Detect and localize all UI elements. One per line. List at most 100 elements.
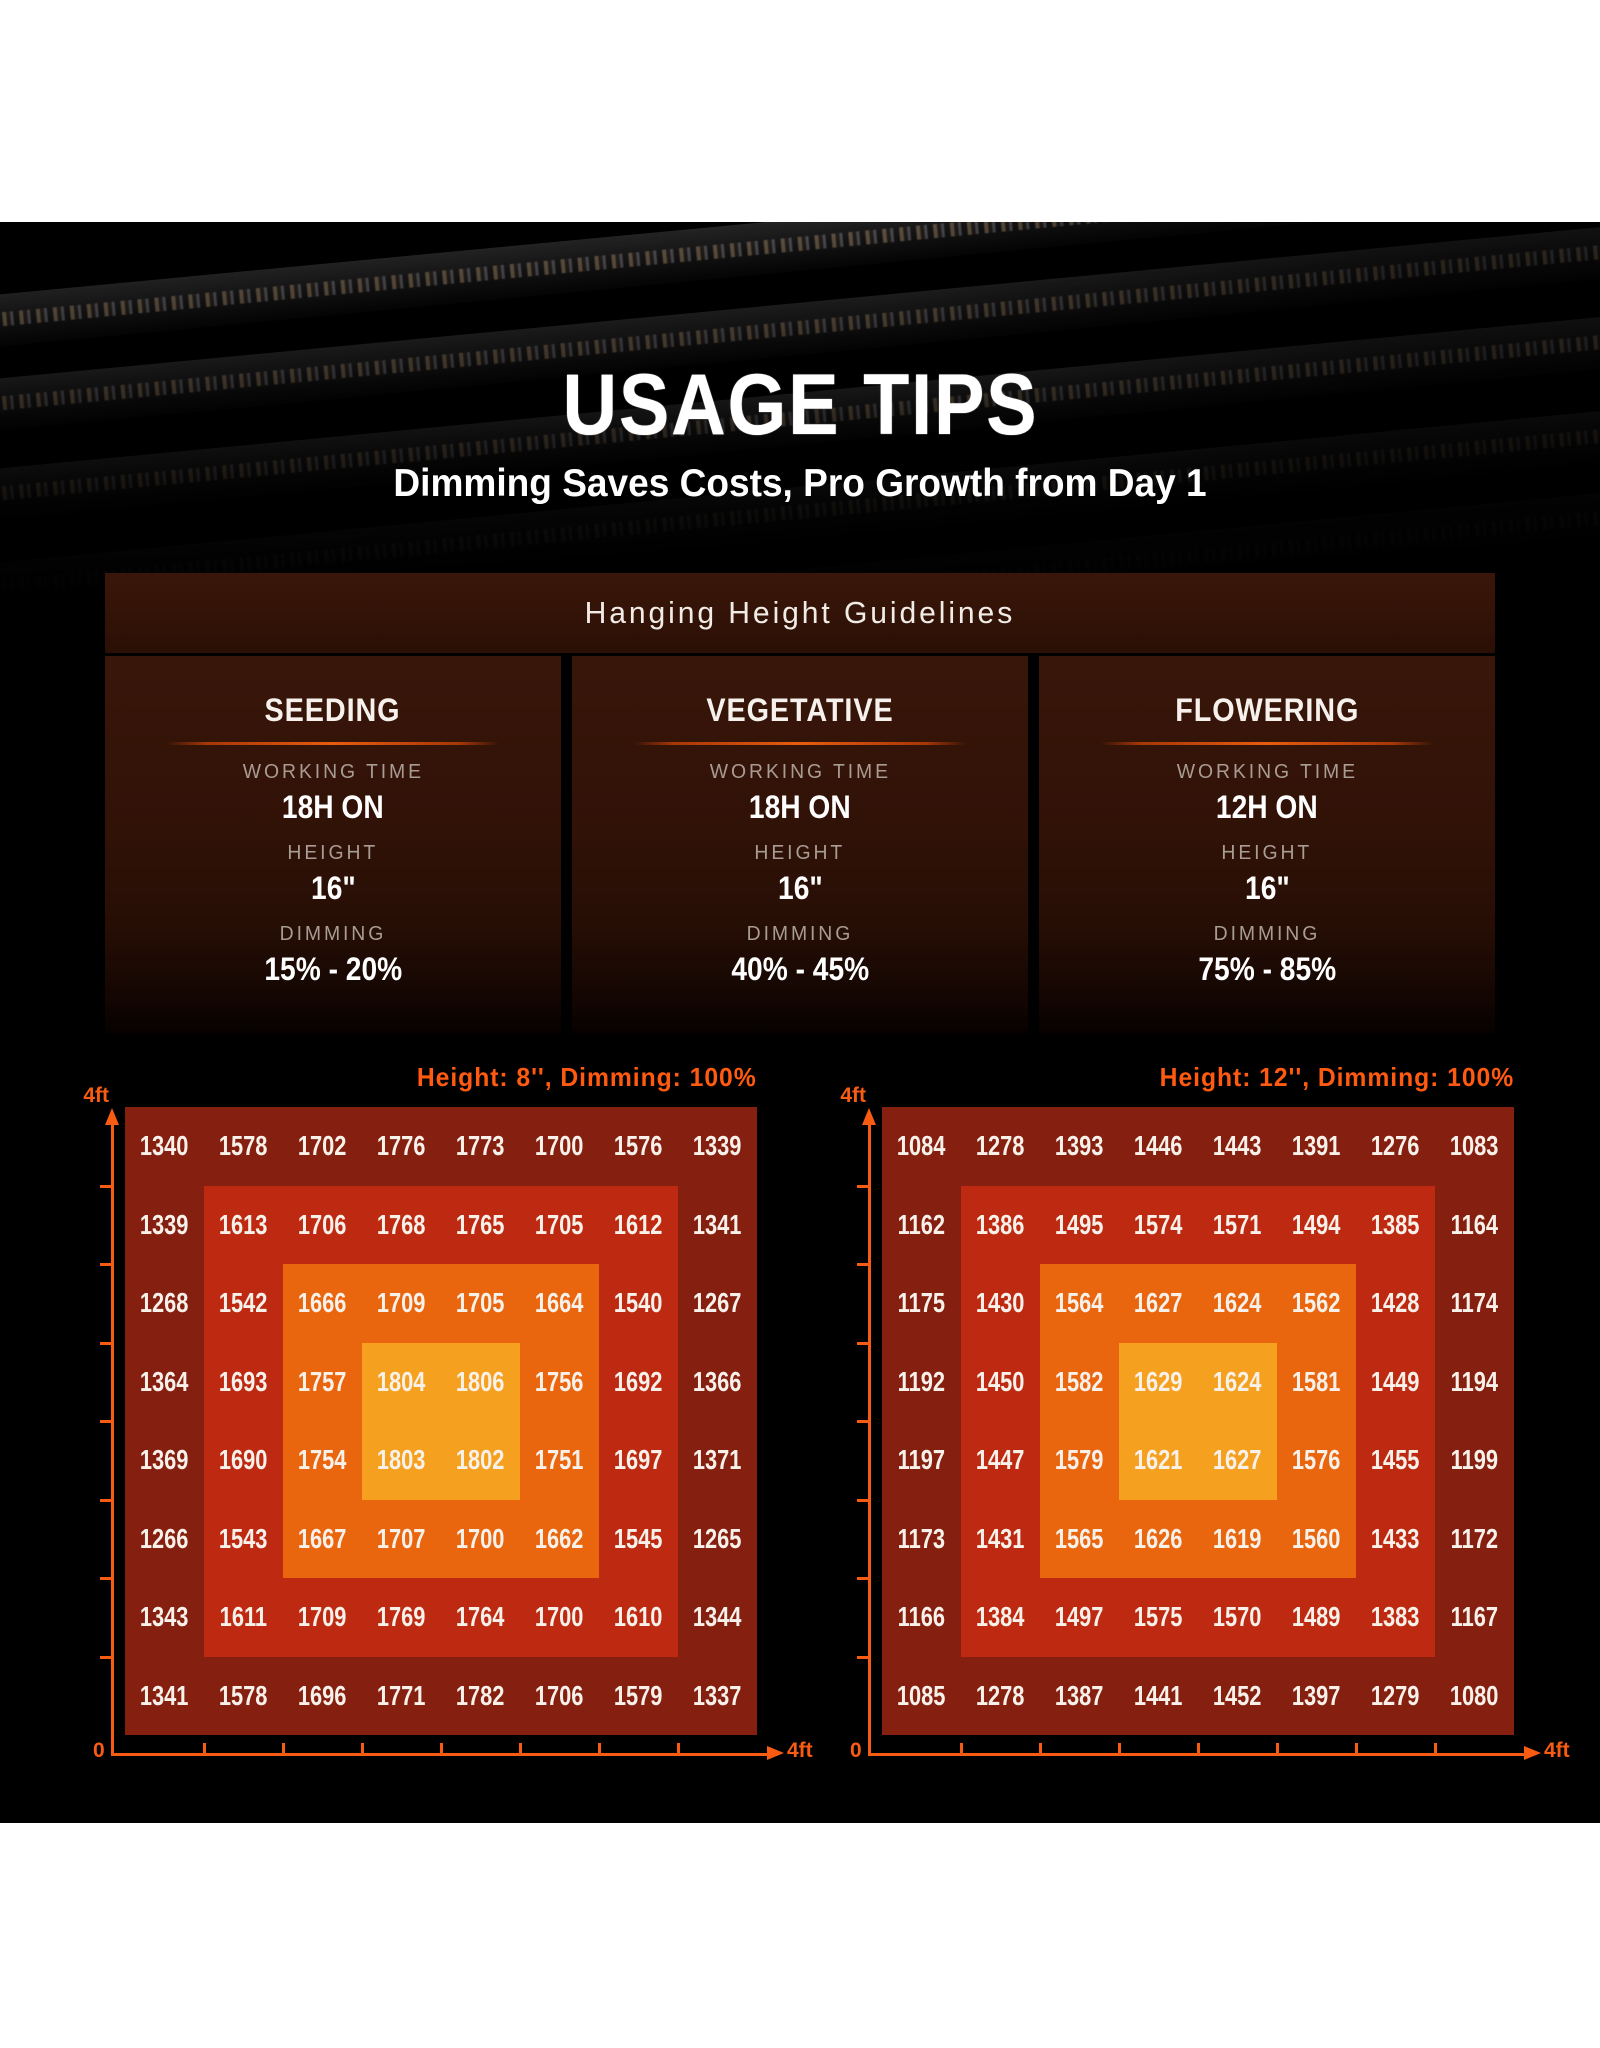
working-time-label: WORKING TIME: [1176, 761, 1358, 783]
y-axis-tick: [857, 1184, 869, 1188]
heatmap-cell: 1706: [298, 1208, 347, 1240]
heatmap-cell: 1431: [976, 1522, 1025, 1554]
guidelines-header: Hanging Height Guidelines: [105, 573, 1495, 653]
y-axis-line: [868, 1124, 871, 1756]
heatmap-cell: 1666: [298, 1287, 347, 1319]
dimming-value: 75% - 85%: [1198, 951, 1336, 987]
heatmap-cell: 1199: [1450, 1444, 1499, 1476]
heatmap-cell: 1174: [1450, 1287, 1499, 1319]
heatmap-cell: 1164: [1450, 1208, 1499, 1240]
heatmap-cell: 1621: [1134, 1444, 1183, 1476]
heatmap-cell: 1705: [535, 1208, 584, 1240]
heatmap-cell: 1667: [298, 1522, 347, 1554]
guideline-cards: SEEDING WORKING TIME 18H ON HEIGHT 16" D…: [105, 656, 1495, 1034]
page-subtitle: Dimming Saves Costs, Pro Growth from Day…: [393, 462, 1207, 505]
height-value: 16": [310, 870, 356, 906]
heatmap-cell: 1265: [693, 1522, 742, 1554]
x-axis-tick: [282, 1743, 285, 1754]
heatmap-cell: 1802: [456, 1444, 505, 1476]
heatmap-cell: 1624: [1213, 1287, 1262, 1319]
heatmap-cell: 1397: [1292, 1679, 1341, 1711]
heatmap-grid: 1340 1578 1702 1776 1773 1700 1576 1339 1339 1613…: [125, 1107, 757, 1735]
x-axis-origin-label: 0: [93, 1739, 105, 1762]
heatmap-cell: 1771: [377, 1679, 426, 1711]
working-time-value: 18H ON: [749, 789, 851, 825]
card-divider: [1101, 742, 1433, 745]
heatmap-cell: 1166: [897, 1601, 946, 1633]
x-axis-tick: [1276, 1743, 1279, 1754]
heatmap-cell: 1560: [1292, 1522, 1341, 1554]
x-axis-tick: [598, 1743, 601, 1754]
heatmap-cell: 1543: [219, 1522, 268, 1554]
heatmap-cell: 1343: [140, 1601, 189, 1633]
heatmap-cell: 1341: [693, 1208, 742, 1240]
heatmap-cell: 1386: [976, 1208, 1025, 1240]
heatmap-cell: 1610: [614, 1601, 663, 1633]
heatmap-cell: 1369: [140, 1444, 189, 1476]
heatmap-cell: 1626: [1134, 1522, 1183, 1554]
heatmap-cell: 1619: [1213, 1522, 1262, 1554]
heatmap-cell: 1083: [1450, 1130, 1499, 1162]
heatmap-cell: 1393: [1055, 1130, 1104, 1162]
heatmap-cell: 1266: [140, 1522, 189, 1554]
heatmap-cell: 1576: [1292, 1444, 1341, 1476]
height-label: HEIGHT: [754, 842, 846, 864]
heatmap-cell: 1197: [897, 1444, 946, 1476]
heatmap-cell: 1441: [1134, 1679, 1183, 1711]
heatmap-cell: 1627: [1213, 1444, 1262, 1476]
card-divider: [167, 742, 499, 745]
x-axis-arrow-icon: [1524, 1746, 1541, 1760]
heatmap-cell: 1662: [535, 1522, 584, 1554]
heatmap-cell: 1267: [693, 1287, 742, 1319]
heatmap-cell: 1194: [1450, 1365, 1499, 1397]
heatmap-cell: 1570: [1213, 1601, 1262, 1633]
heatmap-cell: 1578: [219, 1130, 268, 1162]
heatmap-cell: 1782: [456, 1679, 505, 1711]
heatmap-cell: 1276: [1371, 1130, 1420, 1162]
heatmap-grid: 1084 1278 1393 1446 1443 1391 1276 1083 1162 1386…: [882, 1107, 1514, 1735]
x-axis-origin-label: 0: [850, 1739, 862, 1762]
x-axis-max-label: 4ft: [787, 1739, 813, 1762]
photo-fade-overlay: [0, 222, 1600, 614]
heatmap-cell: 1702: [298, 1130, 347, 1162]
heatmap-cell: 1564: [1055, 1287, 1104, 1319]
card-divider: [634, 742, 966, 745]
heatmap-cell: 1806: [456, 1365, 505, 1397]
heatmap-cell: 1371: [693, 1444, 742, 1476]
card-title: FLOWERING: [1174, 692, 1360, 728]
heatmap-cell: 1624: [1213, 1365, 1262, 1397]
x-axis-tick: [361, 1743, 364, 1754]
heatmap-cell: 1366: [693, 1365, 742, 1397]
heatmap-cell: 1279: [1371, 1679, 1420, 1711]
x-axis-line: [868, 1753, 1526, 1756]
heatmap-cell: 1612: [614, 1208, 663, 1240]
y-axis-line: [111, 1124, 114, 1756]
heatmap-cell: 1629: [1134, 1365, 1183, 1397]
heatmap-cell: 1545: [614, 1522, 663, 1554]
working-time-label: WORKING TIME: [709, 761, 891, 783]
y-axis-arrow-icon: [862, 1108, 876, 1125]
heatmap-cell: 1085: [897, 1679, 946, 1711]
heatmap-cell: 1769: [377, 1601, 426, 1633]
heatmap-cell: 1627: [1134, 1287, 1183, 1319]
heatmap-cell: 1278: [976, 1679, 1025, 1711]
x-axis-tick: [1355, 1743, 1358, 1754]
heatmap-cell: 1080: [1450, 1679, 1499, 1711]
dimming-value: 15% - 20%: [264, 951, 402, 987]
heatmap-cell: 1387: [1055, 1679, 1104, 1711]
y-axis-tick: [857, 1263, 869, 1266]
heatmap-cell: 1162: [897, 1208, 946, 1240]
x-axis-tick: [1197, 1743, 1200, 1754]
height-value: 16": [777, 870, 823, 906]
heatmap-cell: 1449: [1371, 1365, 1420, 1397]
x-axis-tick: [1039, 1743, 1042, 1754]
heatmap-cell: 1575: [1134, 1601, 1183, 1633]
heatmap-8in: Height: 8'', Dimming: 100% 4ft 1340 1578 1…: [65, 1062, 845, 1782]
heatmap-cell: 1764: [456, 1601, 505, 1633]
x-axis-tick: [960, 1743, 963, 1754]
card-vegetative: VEGETATIVE WORKING TIME 18H ON HEIGHT 16…: [572, 656, 1028, 1034]
heatmap-cell: 1489: [1292, 1601, 1341, 1633]
heatmap-cell: 1574: [1134, 1208, 1183, 1240]
heatmap-cell: 1268: [140, 1287, 189, 1319]
heatmap-cell: 1383: [1371, 1601, 1420, 1633]
